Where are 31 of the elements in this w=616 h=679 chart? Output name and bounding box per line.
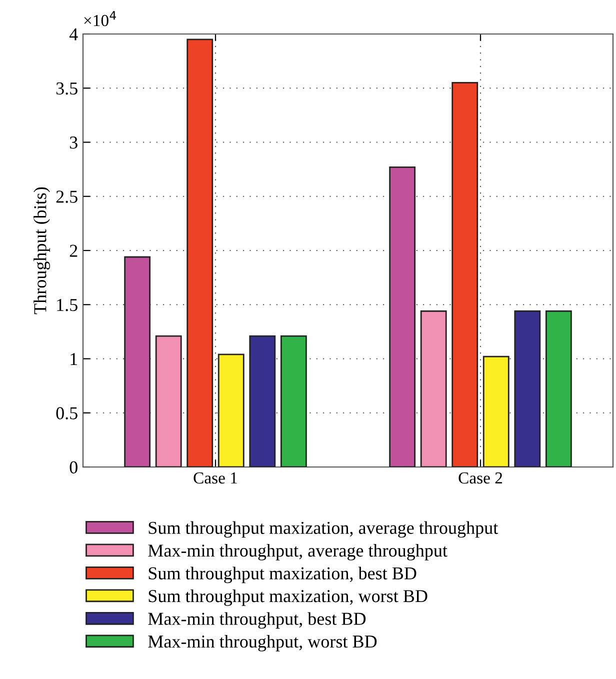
bar	[545, 310, 572, 467]
legend-label: Max-min throughput, best BD	[148, 612, 366, 629]
y-tick-label: 2	[70, 244, 78, 257]
x-tick-label: Case 2	[458, 472, 502, 484]
bar	[482, 356, 510, 467]
y-tick-label: 3.5	[56, 82, 78, 95]
bar	[420, 310, 447, 467]
bar	[218, 354, 244, 467]
bar	[514, 310, 541, 467]
legend-label: Sum throughput maxization, worst BD	[148, 589, 428, 606]
bar	[452, 82, 478, 467]
bar	[249, 335, 276, 467]
y-tick-label: 0.5	[56, 407, 78, 420]
legend-label: Sum throughput maxization, average throughput	[148, 521, 498, 538]
y-tick-label: 3	[70, 136, 78, 149]
bar	[389, 166, 416, 467]
bar	[124, 256, 151, 467]
y-axis-title: Throughput (bits)	[34, 187, 50, 314]
bar	[155, 335, 182, 467]
text: ×10$^{4}$	[84, 11, 116, 26]
y-tick-label: 4	[69, 28, 78, 40]
bar	[186, 38, 214, 467]
legend-label: Sum throughput maxization, best BD	[148, 566, 416, 584]
y-tick-label: 0	[70, 461, 78, 474]
y-tick-label: 1	[70, 353, 78, 366]
y-tick-label: 2.5	[56, 190, 78, 203]
y-tick-label: 1.5	[57, 298, 78, 312]
bar	[280, 335, 307, 467]
legend-label: Max-min throughput, worst BD	[148, 634, 377, 652]
x-tick-label: Case 1	[194, 472, 237, 484]
legend-label: Max-min throughput, average throughput	[148, 544, 448, 560]
